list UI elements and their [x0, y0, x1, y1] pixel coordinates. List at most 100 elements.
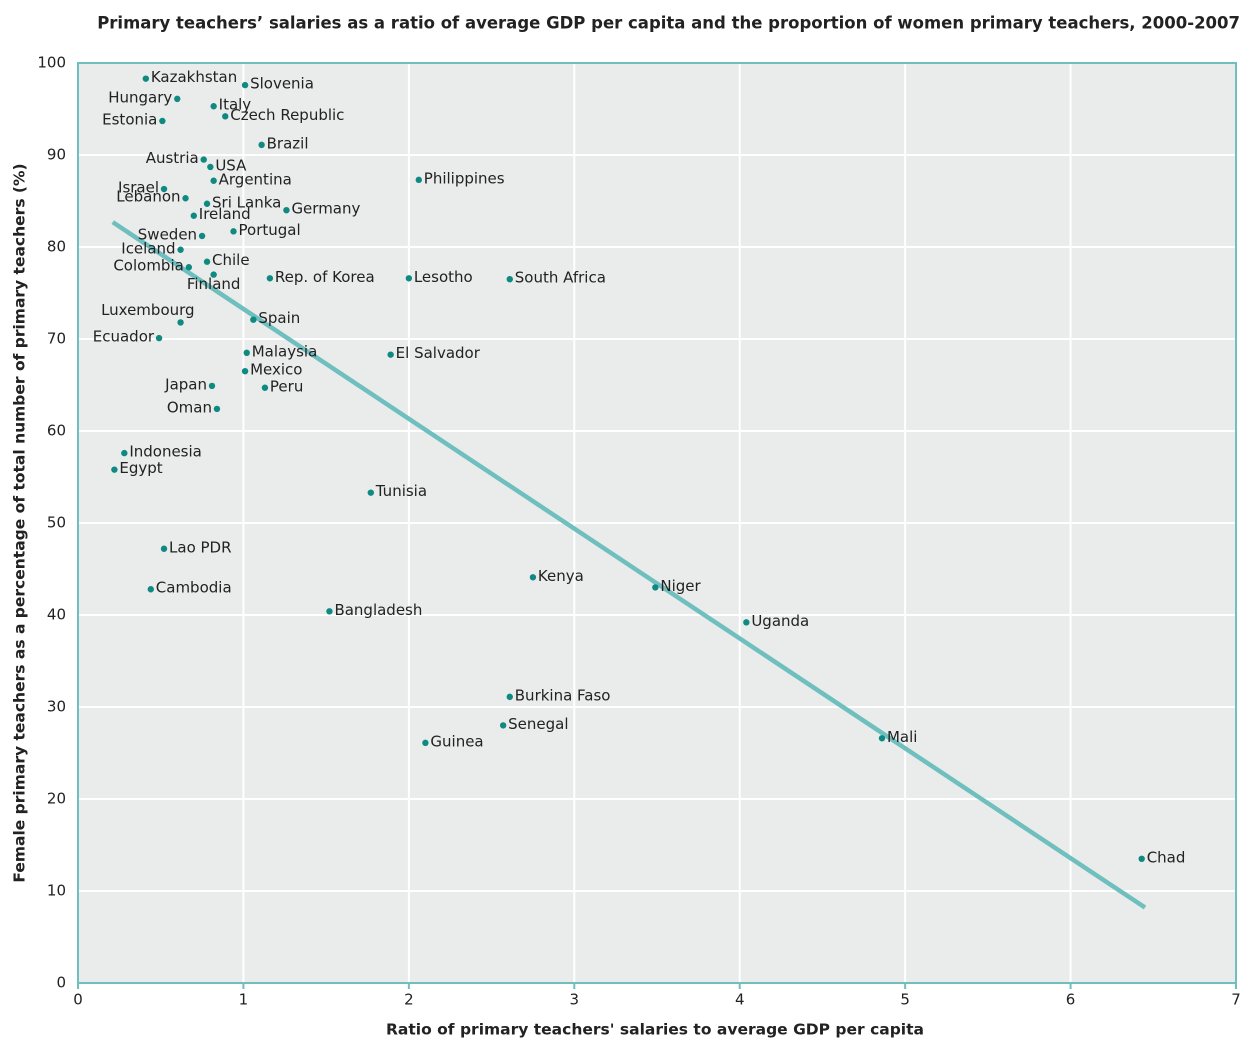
point-label: Italy: [219, 96, 252, 114]
point-label: Argentina: [219, 170, 292, 188]
point-label: Portugal: [239, 221, 301, 239]
point: [121, 449, 128, 457]
point: [499, 722, 507, 729]
y-tick-label: 80: [47, 238, 66, 256]
x-axis-label: Ratio of primary teachers' salaries to a…: [386, 1021, 924, 1039]
point-label: Kazakhstan: [151, 68, 237, 86]
point: [387, 351, 394, 358]
point-label: Bangladesh: [334, 601, 422, 619]
x-tick-label: 0: [73, 991, 83, 1009]
point: [261, 384, 269, 391]
point-label: Brazil: [267, 134, 309, 152]
y-tick-label: 0: [56, 974, 66, 992]
x-tick-label: 6: [1066, 991, 1076, 1009]
point: [213, 405, 221, 413]
x-tick-label: 7: [1231, 991, 1241, 1009]
point: [142, 75, 150, 82]
point-label: Slovenia: [250, 75, 314, 93]
point: [326, 608, 333, 615]
point-label: Oman: [167, 398, 212, 416]
point-label: Rep. of Korea: [275, 268, 375, 286]
point: [174, 95, 181, 103]
y-tick-label: 10: [47, 882, 66, 900]
point: [405, 275, 413, 282]
point: [1138, 855, 1145, 862]
point: [878, 735, 886, 742]
point: [190, 212, 197, 219]
point: [230, 228, 237, 235]
point: [208, 382, 216, 390]
point-label: Lesotho: [414, 268, 473, 286]
point-label: Spain: [258, 309, 300, 327]
point: [210, 271, 217, 278]
point: [147, 586, 154, 593]
point: [283, 207, 290, 214]
plot-border: [77, 62, 1237, 984]
point: [207, 163, 214, 171]
point: [177, 246, 184, 253]
point-label: Luxembourg: [101, 301, 195, 319]
y-tick-label: 100: [37, 54, 66, 72]
point-label: Colombia: [113, 257, 184, 275]
point: [200, 156, 207, 163]
point-label: Malaysia: [252, 342, 318, 360]
point: [210, 177, 217, 184]
point: [210, 103, 217, 110]
point: [243, 349, 250, 356]
point-label: Japan: [164, 375, 207, 393]
point-label: Germany: [291, 200, 360, 218]
point: [258, 141, 265, 149]
point-label: Niger: [660, 577, 701, 595]
point-label: Israel: [118, 179, 159, 197]
y-tick-label: 20: [47, 790, 66, 808]
point-label: USA: [215, 156, 247, 174]
point-label: El Salvador: [396, 344, 481, 362]
point: [506, 276, 513, 283]
point: [652, 584, 659, 591]
x-tick-label: 4: [735, 991, 745, 1009]
point-label: Sweden: [138, 225, 197, 243]
point-label: Kenya: [538, 567, 584, 585]
point: [422, 739, 429, 747]
point-label: Mali: [887, 728, 917, 746]
point: [182, 195, 189, 202]
point-label: Iceland: [121, 239, 175, 257]
x-tick-label: 3: [570, 991, 580, 1009]
point: [222, 113, 229, 120]
point-label: Indonesia: [129, 443, 202, 461]
y-tick-label: 50: [47, 514, 66, 532]
point-label: South Africa: [515, 269, 606, 287]
point: [529, 574, 537, 581]
point: [155, 334, 163, 342]
point: [203, 200, 211, 207]
point-label: Ecuador: [93, 328, 155, 346]
point: [367, 489, 375, 496]
point: [241, 81, 249, 89]
point: [159, 117, 166, 125]
y-axis-label: Female primary teachers as a percentage …: [11, 163, 29, 882]
point: [185, 264, 193, 271]
y-tick-label: 30: [47, 698, 66, 716]
point-label: Hungary: [108, 88, 172, 106]
point: [743, 619, 750, 626]
point: [160, 185, 168, 193]
point-label: Uganda: [751, 612, 809, 630]
point-label: Mexico: [250, 361, 302, 379]
point-label: Cambodia: [156, 579, 232, 597]
point-label: Lao PDR: [169, 538, 232, 556]
point-label: Peru: [270, 377, 303, 395]
x-tick-label: 5: [900, 991, 910, 1009]
point-label: Egypt: [119, 459, 162, 477]
point: [241, 368, 249, 375]
point-label: Lebanon: [116, 188, 180, 206]
trend-line: [111, 220, 1147, 910]
point-label: Chad: [1147, 848, 1186, 866]
y-tick-label: 40: [47, 606, 66, 624]
point: [250, 316, 257, 323]
point-label: Sri Lanka: [212, 193, 281, 211]
y-tick-label: 70: [47, 330, 66, 348]
point: [198, 232, 206, 240]
point-label: Estonia: [102, 110, 157, 128]
point-label: Tunisia: [375, 482, 427, 500]
